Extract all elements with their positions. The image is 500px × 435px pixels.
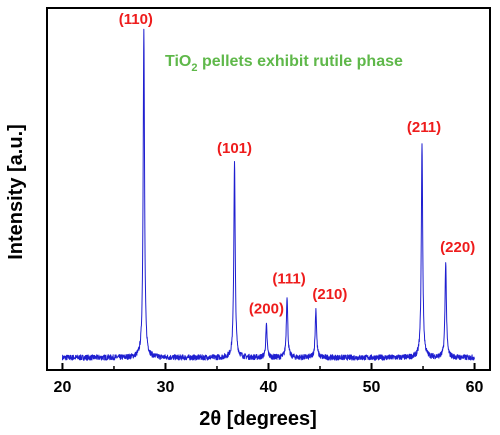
x-tick-label: 30 [157,379,175,396]
peak-label: (200) [249,301,284,318]
peak-label: (110) [119,11,153,28]
peak-label: (210) [312,286,347,303]
peak-label: (101) [217,140,252,157]
x-tick-label: 20 [54,379,72,396]
peak-label: (220) [440,239,475,256]
peak-label-layer: (110) (101) (200) (111) (210) (211) (220) [119,11,475,318]
axis-layer: 20 30 40 50 60 [46,7,491,396]
x-tick-label: 50 [363,379,381,396]
xrd-series-line [61,28,475,361]
data-layer [61,28,475,361]
peak-label: (111) [272,270,305,287]
x-tick-label: 40 [260,379,278,396]
y-axis-title: Intensity [a.u.] [5,124,27,260]
peak-label: (211) [407,119,441,136]
chart-annotation: TiO2 pellets exhibit rutile phase [165,53,403,74]
x-axis-title: 2θ [degrees] [199,408,317,430]
x-tick-label: 60 [466,379,484,396]
